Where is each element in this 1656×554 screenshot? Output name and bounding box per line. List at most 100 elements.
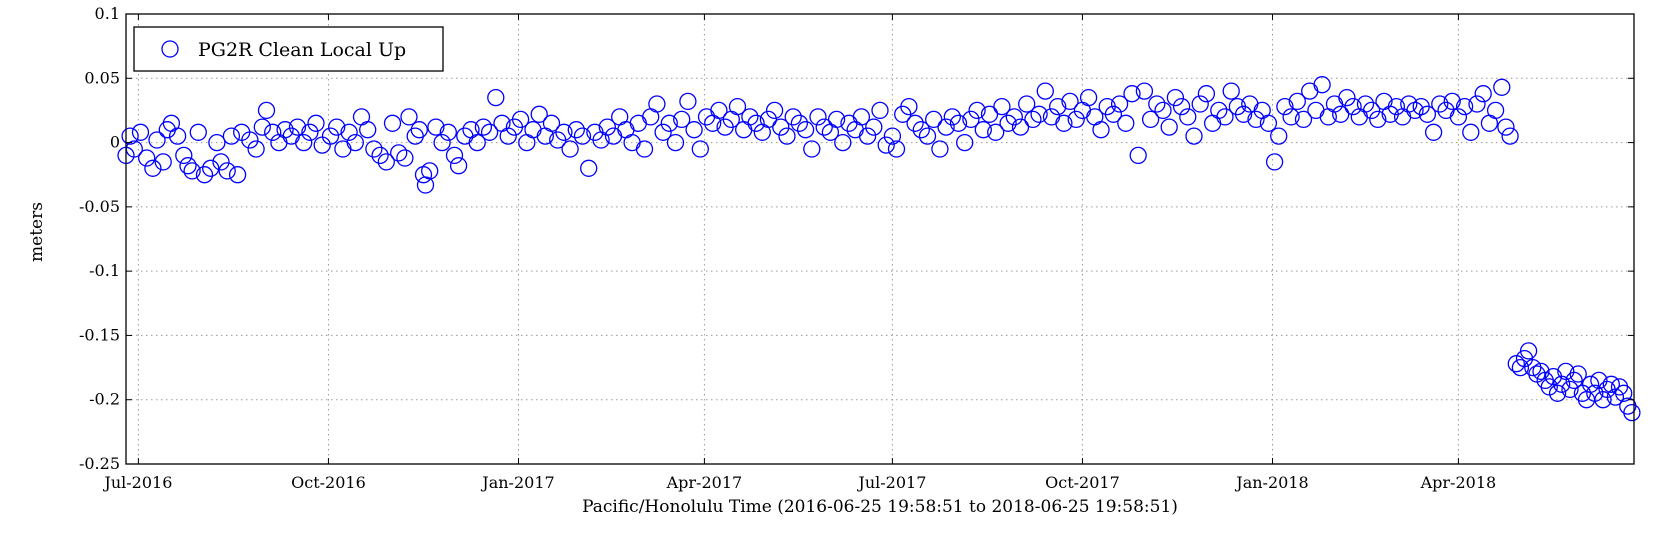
data-point (195, 166, 214, 184)
data-point (179, 157, 197, 175)
data-point (1602, 375, 1620, 393)
data-point (728, 97, 747, 116)
x-tick-label: Oct-2017 (1045, 473, 1120, 492)
data-point (1276, 97, 1294, 116)
data-point (803, 140, 821, 158)
data-point (1294, 110, 1313, 129)
data-point (648, 95, 666, 113)
data-point (175, 146, 193, 165)
data-point (1553, 375, 1571, 393)
data-point (877, 136, 895, 154)
data-point (144, 159, 162, 177)
data-point (1387, 97, 1406, 116)
data-point (673, 110, 691, 129)
data-point (1061, 92, 1079, 111)
data-point (1123, 85, 1141, 103)
data-point (530, 105, 548, 123)
data-point (468, 133, 486, 152)
data-point (629, 114, 647, 132)
data-point (735, 121, 753, 139)
data-point (1265, 153, 1284, 171)
data-point (900, 97, 918, 116)
data-point (421, 162, 439, 180)
data-point (1104, 105, 1123, 123)
data-point (1179, 108, 1197, 126)
data-point (189, 123, 207, 141)
data-point (617, 121, 635, 139)
data-point (433, 133, 451, 152)
data-point (427, 118, 445, 136)
data-point (1092, 121, 1110, 139)
data-point (697, 108, 716, 126)
data-point (1185, 127, 1203, 145)
data-point (321, 127, 340, 145)
data-point (1362, 101, 1381, 120)
data-point (784, 108, 802, 126)
data-point (257, 101, 276, 120)
data-point (253, 118, 271, 136)
legend-box (133, 26, 444, 72)
x-tick-label: Jul-2016 (102, 473, 172, 492)
data-point (400, 108, 418, 126)
data-point (691, 140, 709, 158)
data-point (276, 121, 294, 139)
data-point (1030, 105, 1048, 123)
data-point (218, 162, 236, 180)
data-point (1455, 97, 1474, 116)
data-point (1437, 101, 1455, 120)
data-point (1569, 365, 1587, 383)
data-point (827, 110, 846, 129)
data-point (1049, 97, 1067, 116)
data-point (1067, 110, 1085, 129)
data-point (288, 118, 307, 136)
data-point (313, 136, 331, 154)
data-point (1400, 95, 1418, 113)
data-point (1369, 110, 1387, 129)
data-point (968, 101, 986, 120)
data-point (1449, 108, 1468, 126)
data-point (999, 114, 1017, 132)
data-point (1581, 375, 1600, 393)
data-point (410, 121, 428, 139)
data-point (439, 123, 457, 141)
data-point (1356, 95, 1375, 113)
data-point (487, 88, 505, 107)
data-point (685, 121, 703, 139)
data-point (340, 123, 358, 141)
data-point (943, 108, 961, 126)
data-point (480, 123, 499, 141)
data-point (1172, 97, 1191, 116)
data-point (815, 118, 833, 136)
data-point (887, 140, 906, 158)
data-point (1332, 105, 1350, 123)
data-point (598, 118, 616, 136)
data-point (1474, 85, 1492, 103)
data-point (1247, 110, 1265, 129)
data-point (390, 144, 408, 162)
data-point (449, 157, 468, 175)
data-point (1011, 118, 1030, 136)
data-point (710, 101, 728, 120)
data-point (148, 131, 166, 149)
x-axis-label: Pacific/Honolulu Time (2016-06-25 19:58:… (582, 497, 1178, 517)
data-point (1532, 362, 1550, 381)
data-point (1018, 95, 1036, 113)
y-tick-label: 0 (110, 133, 120, 152)
data-point (949, 114, 968, 132)
data-point (858, 127, 877, 145)
x-tick-label: Apr-2017 (666, 473, 743, 492)
data-point (1234, 105, 1253, 123)
data-points (117, 76, 1641, 422)
data-point (925, 110, 943, 129)
data-point (1501, 127, 1519, 145)
data-point (660, 114, 678, 132)
grid-lines (126, 14, 1634, 464)
data-point (1493, 78, 1511, 96)
data-point (1036, 82, 1054, 100)
x-tick-labels: Jul-2016 Oct-2016 Jan-2017 Apr-2017 Jul-2017… (102, 473, 1496, 492)
data-point (511, 110, 530, 129)
data-point (1024, 110, 1042, 129)
data-point (654, 123, 672, 141)
legend-marker (161, 40, 179, 58)
data-point (154, 153, 172, 171)
